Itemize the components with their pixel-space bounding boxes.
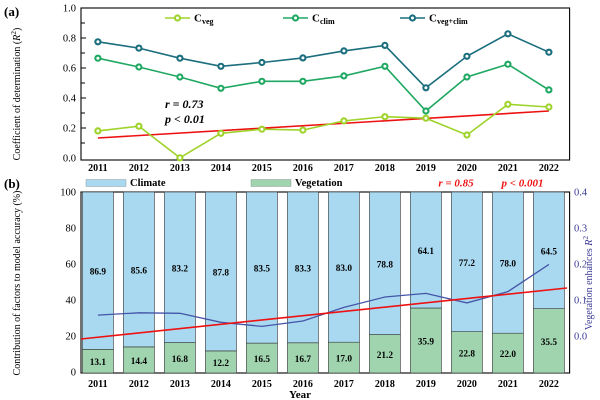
svg-text:0.4: 0.4	[574, 188, 588, 199]
svg-text:83.5: 83.5	[254, 265, 271, 275]
svg-text:20: 20	[66, 332, 77, 343]
svg-text:r = 0.73: r = 0.73	[165, 97, 204, 111]
svg-text:p < 0.01: p < 0.01	[164, 112, 205, 126]
svg-text:2022: 2022	[539, 379, 559, 390]
svg-text:0.2: 0.2	[63, 124, 76, 135]
svg-text:2013: 2013	[170, 163, 190, 174]
svg-text:64.5: 64.5	[541, 247, 558, 257]
svg-text:80: 80	[66, 224, 77, 235]
svg-text:35.5: 35.5	[541, 338, 558, 348]
svg-text:78.0: 78.0	[500, 260, 517, 270]
svg-text:0.3: 0.3	[574, 224, 587, 235]
svg-text:21.2: 21.2	[377, 351, 394, 361]
svg-text:1.0: 1.0	[63, 4, 76, 15]
svg-text:0.0: 0.0	[63, 154, 76, 165]
svg-text:Climate: Climate	[130, 178, 166, 189]
svg-text:2014: 2014	[211, 163, 231, 174]
svg-text:83.2: 83.2	[172, 264, 189, 274]
svg-text:78.8: 78.8	[377, 260, 394, 270]
svg-text:13.1: 13.1	[90, 358, 107, 368]
svg-text:0: 0	[71, 368, 76, 379]
svg-text:87.8: 87.8	[213, 269, 230, 279]
svg-text:2021: 2021	[498, 379, 518, 390]
svg-text:2017: 2017	[334, 379, 354, 390]
svg-text:(a): (a)	[4, 4, 19, 19]
svg-text:83.0: 83.0	[336, 264, 353, 274]
svg-text:35.9: 35.9	[418, 338, 435, 348]
svg-text:0.8: 0.8	[63, 34, 76, 45]
svg-text:17.0: 17.0	[336, 355, 353, 365]
svg-text:Coefficient of determination (: Coefficient of determination (R2)	[9, 28, 23, 161]
svg-text:60: 60	[66, 260, 77, 271]
svg-text:2018: 2018	[375, 379, 395, 390]
svg-text:2011: 2011	[88, 379, 107, 390]
svg-text:2013: 2013	[170, 379, 190, 390]
svg-text:2016: 2016	[293, 163, 313, 174]
svg-text:77.2: 77.2	[459, 259, 476, 269]
svg-text:86.9: 86.9	[90, 268, 107, 278]
svg-text:(b): (b)	[4, 176, 20, 191]
svg-text:2020: 2020	[457, 379, 477, 390]
svg-text:2015: 2015	[252, 163, 272, 174]
svg-text:2012: 2012	[129, 379, 149, 390]
svg-text:100: 100	[60, 188, 76, 199]
svg-text:22.0: 22.0	[500, 350, 517, 360]
svg-text:16.5: 16.5	[254, 355, 271, 365]
svg-text:r = 0.85: r = 0.85	[438, 178, 474, 190]
svg-text:16.8: 16.8	[172, 355, 189, 365]
svg-text:0.4: 0.4	[63, 94, 77, 105]
svg-text:40: 40	[66, 296, 77, 307]
svg-text:2022: 2022	[539, 163, 559, 174]
svg-text:16.7: 16.7	[295, 355, 312, 365]
svg-text:2012: 2012	[129, 163, 149, 174]
svg-text:Year: Year	[289, 389, 311, 400]
svg-text:0.0: 0.0	[574, 332, 587, 343]
svg-text:0.6: 0.6	[63, 64, 76, 75]
svg-text:12.2: 12.2	[213, 359, 230, 369]
svg-text:83.3: 83.3	[295, 264, 312, 274]
svg-text:2021: 2021	[498, 163, 518, 174]
svg-text:2011: 2011	[88, 163, 107, 174]
svg-text:2014: 2014	[211, 379, 231, 390]
svg-text:Contribution of factors to mod: Contribution of factors to model accurac…	[12, 191, 23, 376]
svg-text:64.1: 64.1	[418, 247, 435, 257]
svg-text:Vegetation enhances R2: Vegetation enhances R2	[581, 236, 595, 331]
svg-text:2015: 2015	[252, 379, 272, 390]
svg-text:Vegetation: Vegetation	[295, 178, 343, 189]
svg-text:2018: 2018	[375, 163, 395, 174]
svg-text:2020: 2020	[457, 163, 477, 174]
svg-text:85.6: 85.6	[131, 267, 148, 277]
svg-text:p < 0.001: p < 0.001	[500, 178, 543, 190]
svg-text:2019: 2019	[416, 379, 436, 390]
svg-text:22.8: 22.8	[459, 349, 476, 359]
svg-text:14.4: 14.4	[131, 357, 148, 367]
svg-text:2019: 2019	[416, 163, 436, 174]
svg-text:2017: 2017	[334, 163, 354, 174]
